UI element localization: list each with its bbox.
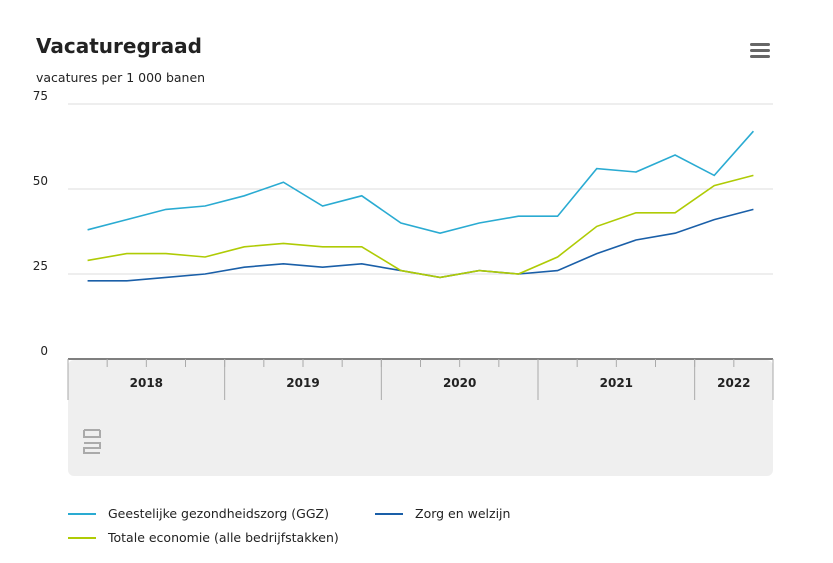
- chart-subtitle: vacatures per 1 000 banen: [36, 70, 205, 85]
- logo-shape: [83, 429, 101, 454]
- axis-panel: [68, 360, 773, 476]
- x-group-label: 2022: [717, 376, 750, 390]
- y-tick-label: 0: [40, 344, 48, 358]
- legend-label: Zorg en welzijn: [415, 506, 510, 521]
- y-tick-label: 75: [33, 89, 48, 103]
- series-line: [87, 174, 754, 279]
- menu-bar[interactable]: [750, 55, 770, 58]
- menu-button[interactable]: [750, 43, 770, 58]
- x-group-label: 2018: [130, 376, 163, 390]
- legend-label: Geestelijke gezondheidszorg (GGZ): [108, 506, 329, 521]
- cbs-logo: [83, 429, 101, 454]
- x-group-label: 2020: [443, 376, 476, 390]
- legend-label: Totale economie (alle bedrijfstakken): [107, 530, 339, 545]
- menu-bar[interactable]: [750, 43, 770, 46]
- menu-bar[interactable]: [750, 49, 770, 52]
- y-tick-label: 50: [33, 174, 48, 188]
- chart-title: Vacaturegraad: [36, 34, 202, 58]
- series-line: [87, 130, 755, 235]
- x-group-label: 2019: [286, 376, 319, 390]
- y-tick-label: 25: [33, 259, 48, 273]
- series-line: [87, 208, 754, 282]
- x-group-label: 2021: [600, 376, 633, 390]
